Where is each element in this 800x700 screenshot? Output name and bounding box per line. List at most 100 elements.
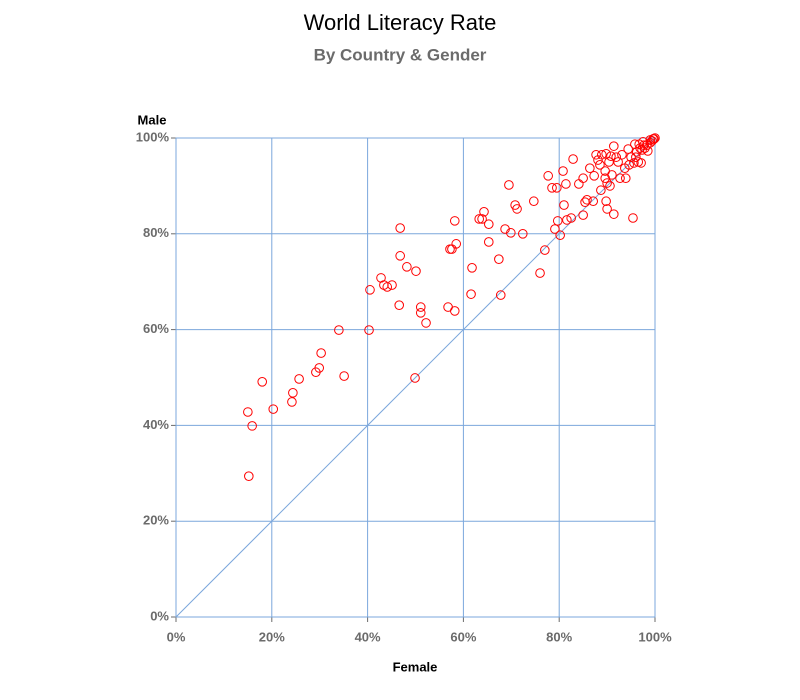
point (517, 229, 528, 239)
point (591, 149, 601, 160)
point (529, 196, 539, 207)
point (365, 285, 375, 295)
chart-title: World Literacy Rate (304, 10, 497, 35)
point (411, 266, 421, 276)
point (582, 194, 592, 205)
point (624, 160, 634, 170)
point (647, 136, 657, 146)
point (639, 140, 649, 150)
point (466, 289, 476, 299)
point (410, 373, 420, 383)
point (535, 268, 545, 278)
point (605, 181, 615, 191)
point (394, 300, 405, 310)
point (596, 185, 606, 196)
point (395, 223, 405, 233)
y-tick-label: 0% (150, 608, 169, 623)
point (334, 325, 344, 335)
point (243, 407, 253, 417)
point (552, 183, 562, 193)
point (559, 200, 569, 210)
point (645, 137, 656, 148)
point (339, 371, 349, 381)
point (650, 133, 660, 143)
point (617, 149, 627, 160)
point (474, 214, 485, 224)
y-tick-label: 80% (143, 225, 169, 240)
x-axis-label: Female (393, 659, 438, 674)
point (543, 171, 553, 181)
point (415, 302, 426, 312)
point (606, 151, 616, 162)
y-tick-label: 60% (143, 321, 169, 336)
point (562, 215, 572, 225)
point (620, 173, 631, 184)
point (449, 216, 460, 226)
y-tick-label: 100% (136, 129, 170, 144)
point (294, 374, 304, 384)
x-tick-label: 0% (167, 629, 186, 644)
point (568, 154, 578, 164)
point (547, 183, 557, 193)
point (611, 152, 622, 162)
y-tick-label: 20% (143, 513, 169, 528)
point (574, 179, 584, 189)
point (512, 204, 522, 214)
point (628, 213, 638, 223)
point (597, 149, 607, 160)
point (566, 213, 576, 223)
point (479, 206, 489, 217)
point (578, 173, 588, 184)
point (257, 377, 268, 387)
point (268, 404, 279, 414)
x-tick-label: 60% (450, 629, 476, 644)
point (602, 204, 612, 214)
y-tick-label: 40% (143, 417, 169, 432)
point (443, 302, 453, 312)
point (629, 158, 639, 168)
point (467, 263, 477, 273)
point (609, 141, 619, 151)
point (631, 152, 641, 162)
point (558, 166, 568, 176)
point (449, 306, 460, 316)
point (602, 178, 612, 188)
point (483, 219, 494, 230)
point (382, 282, 393, 292)
x-tick-label: 40% (355, 629, 381, 644)
point (287, 397, 297, 407)
point (615, 173, 625, 184)
point (578, 210, 588, 220)
point (561, 179, 571, 189)
reference-line (175, 137, 656, 618)
point (585, 163, 595, 173)
point (314, 363, 325, 373)
point (495, 290, 506, 300)
point (244, 471, 254, 481)
point (421, 318, 431, 328)
chart-subtitle: By Country & Gender (314, 45, 487, 64)
point (402, 262, 412, 272)
point (395, 251, 405, 261)
x-tick-label: 100% (638, 629, 672, 644)
point (601, 196, 611, 207)
point (451, 239, 462, 249)
point (483, 237, 494, 247)
point (247, 421, 257, 431)
point (494, 254, 504, 264)
point (288, 388, 298, 398)
point (447, 244, 457, 254)
point (415, 308, 426, 318)
point (316, 348, 326, 358)
point (540, 245, 550, 255)
point (477, 214, 487, 224)
point (626, 152, 636, 162)
point (364, 325, 374, 335)
point (506, 228, 516, 238)
point (387, 280, 397, 290)
point (595, 160, 605, 170)
point (588, 196, 599, 207)
y-axis-label: Male (138, 112, 167, 127)
point (504, 180, 514, 190)
